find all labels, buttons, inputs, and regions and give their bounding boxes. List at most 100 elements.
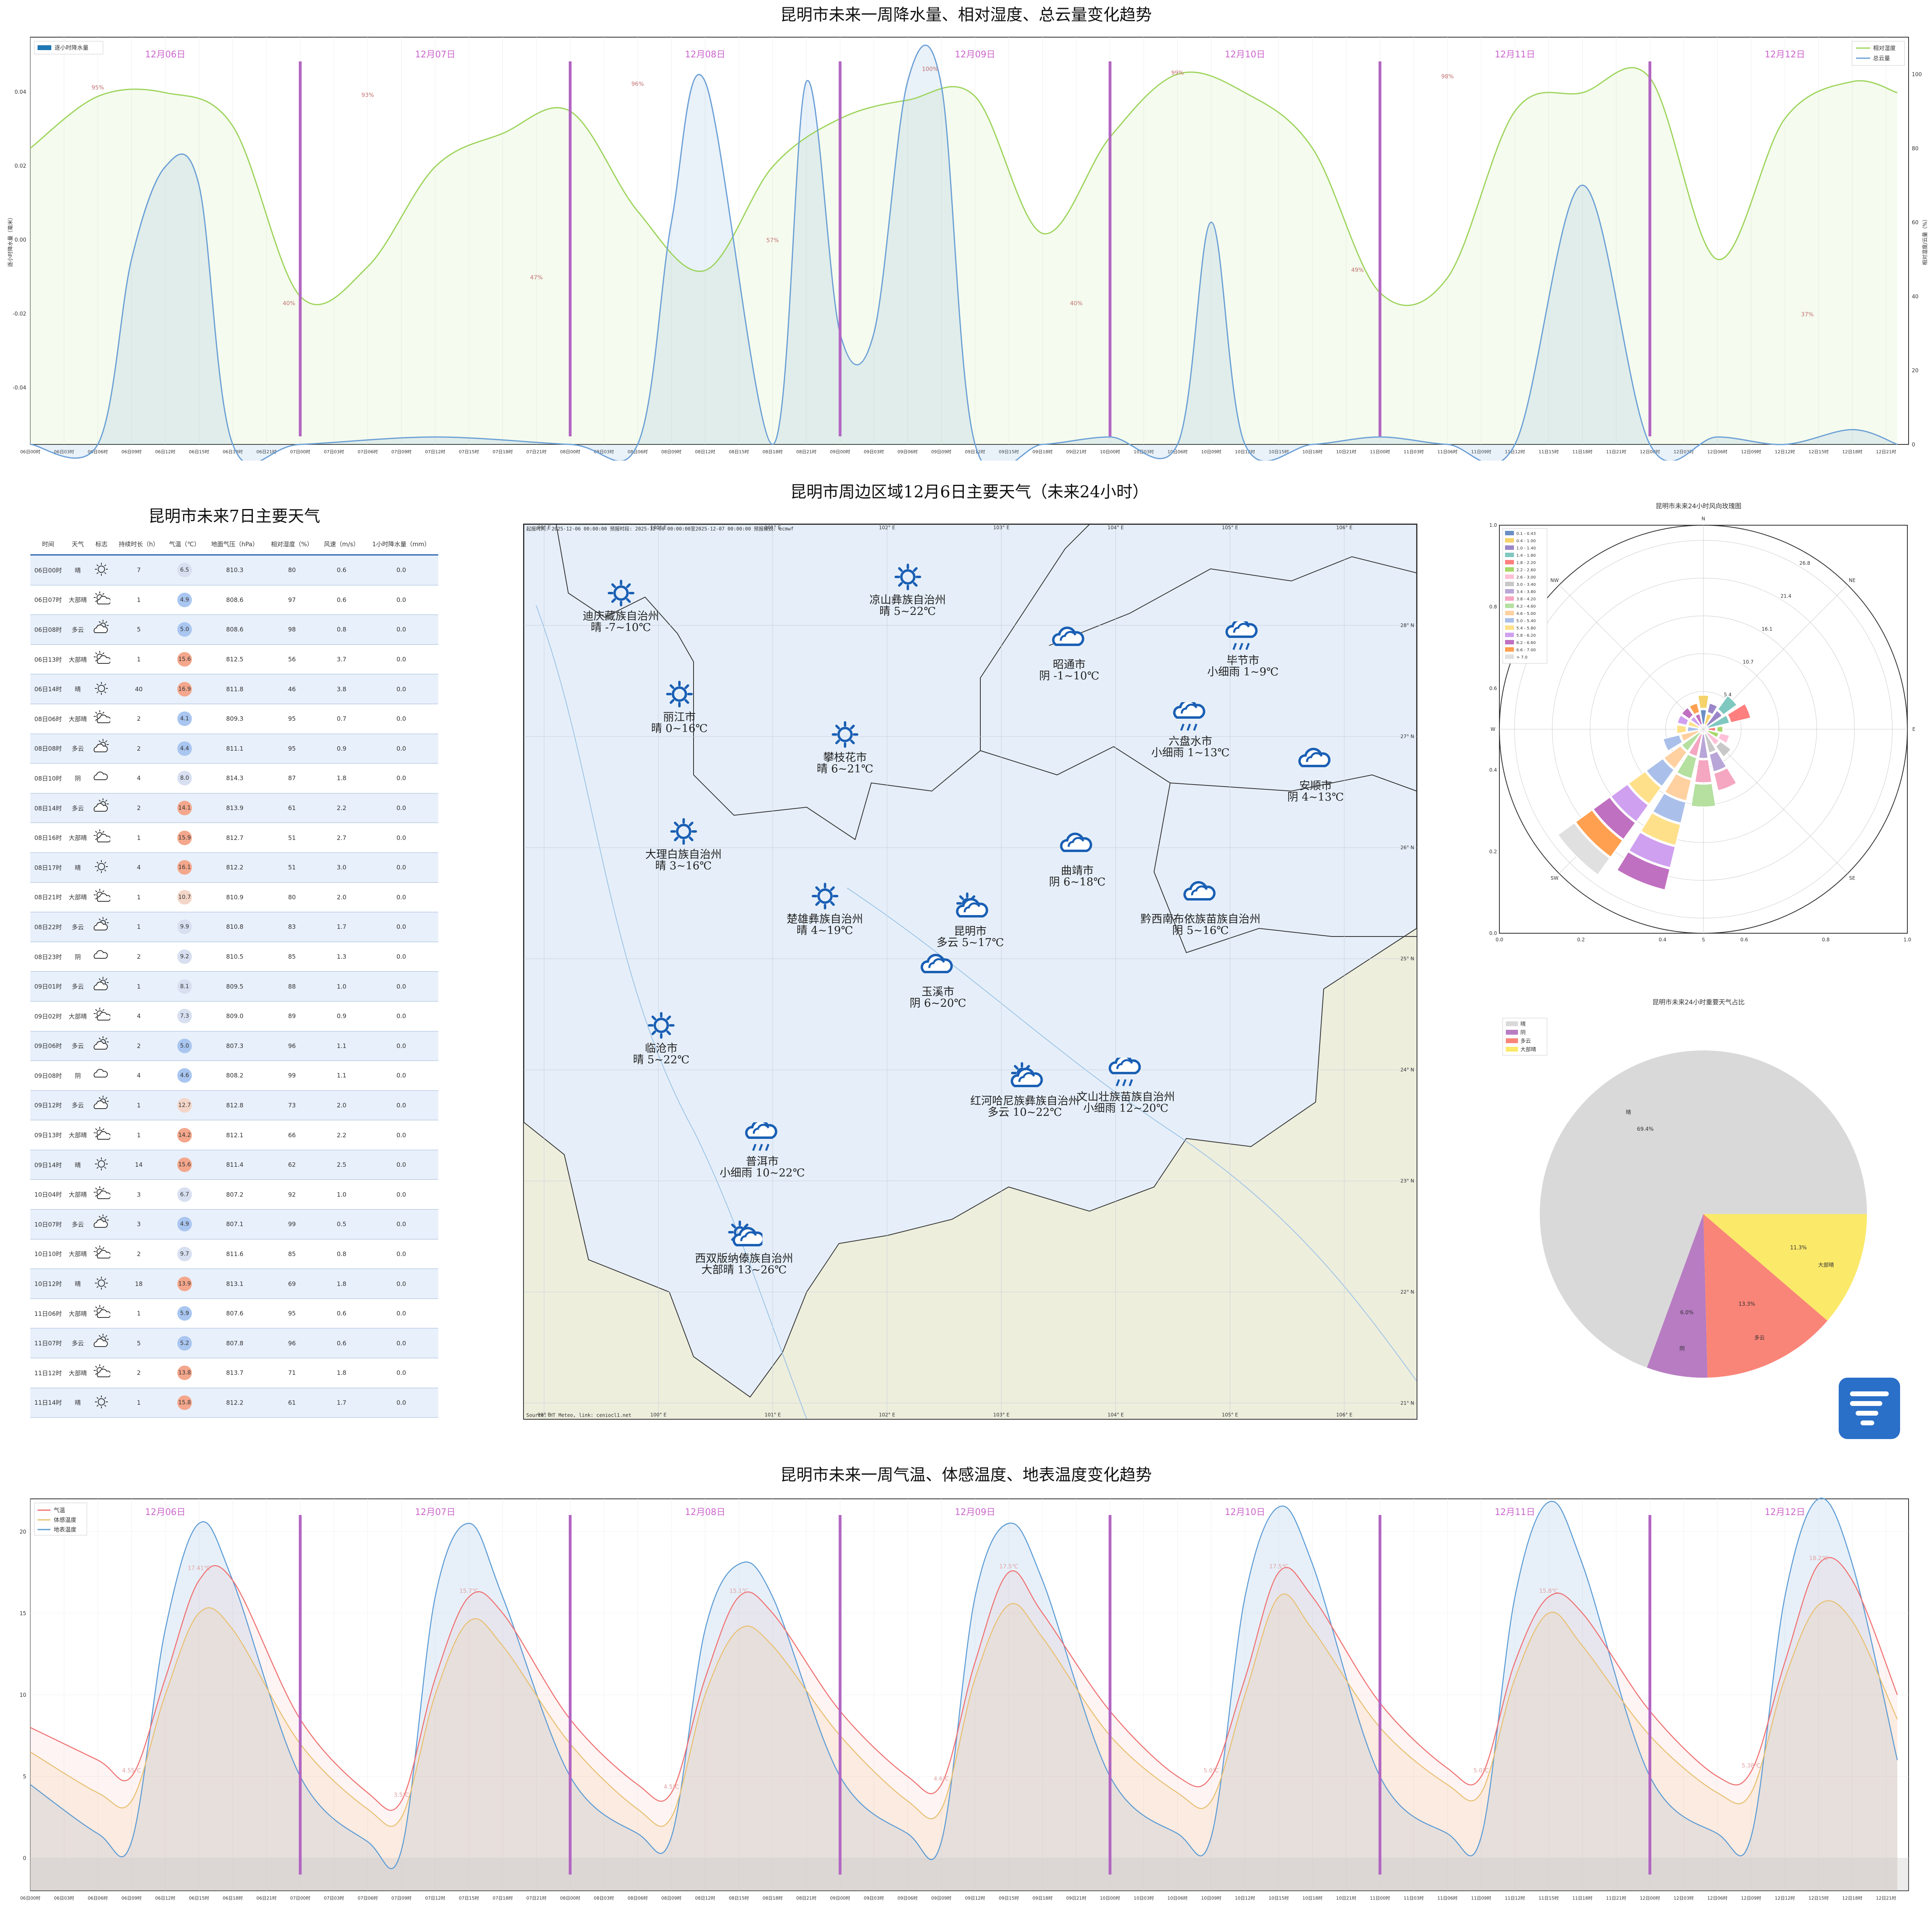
city-marker: 黔西南布依族苗族自治州阴 5~16℃ (1141, 880, 1261, 936)
sun-icon (666, 681, 693, 707)
rose-y-tick: 0.4 (1489, 767, 1497, 773)
city-marker: 昆明市 多云 5~17℃ (937, 892, 1004, 949)
table-cell: 11日06时 (30, 1298, 66, 1329)
x-tick-label: 11日18时 (1573, 449, 1593, 455)
rose-ring-label: 21.4 (1781, 593, 1791, 599)
x-tick-label: 08日18时 (763, 449, 783, 455)
lon-tick-label: 105° E (1222, 525, 1238, 530)
x-tick-label: 10日09时 (1201, 449, 1221, 455)
table-title: 昆明市未来7日主要天气 (148, 507, 320, 526)
city-marker: 丽江市晴 0~16℃ (651, 678, 708, 734)
humidity-extreme-label: 98% (1441, 74, 1454, 80)
table-cell: 810.8 (204, 912, 265, 942)
table-cell: 2 (113, 793, 165, 823)
temperature-badge: 4.6 (177, 1068, 192, 1083)
lat-tick-label: 23° N (1400, 1178, 1414, 1184)
table-cell: 09日01时 (30, 971, 66, 1002)
sun-icon (95, 682, 108, 695)
rose-sector (1717, 695, 1738, 715)
day-label: 12月12日 (1765, 1507, 1805, 1517)
rose-legend-swatch (1505, 640, 1514, 644)
left-axis-tick: 0.02 (15, 163, 26, 169)
city-weather: 大部晴 13~26℃ (701, 1264, 787, 1276)
table-row: 11日07时 多云 5 5.2 807.8 96 0.6 0.0 (30, 1328, 438, 1359)
map-title: 昆明市周边区域12月6日主要天气（未来24小时） (790, 483, 1149, 501)
temp-extreme-label: 15.7℃ (459, 1588, 478, 1595)
weather-icon-cell (90, 1358, 113, 1388)
rose-direction-label: SE (1849, 875, 1855, 881)
humidity-extreme-label: 49% (1351, 267, 1364, 274)
table-cell: 97 (265, 585, 319, 615)
y-tick-label: 5 (23, 1774, 26, 1780)
rose-x-tick: 0.0 (1495, 937, 1503, 943)
table-cell: 807.2 (204, 1179, 265, 1210)
table-row: 08日22时 多云 1 9.9 810.8 83 1.7 0.0 (30, 912, 438, 942)
sun-icon (894, 564, 921, 590)
city-name: 凉山彝族自治州 (869, 594, 946, 606)
x-tick-label: 09日21时 (1066, 449, 1087, 455)
temperature-badge: 5.0 (177, 1038, 192, 1053)
y-tick-label: 0 (23, 1856, 26, 1862)
humidity-extreme-label: 95% (92, 84, 104, 91)
table-cell: 6.7 (164, 1179, 205, 1210)
temp-extreme-label: 5.38℃ (1742, 1763, 1761, 1769)
table-cell: 62 (265, 1150, 319, 1180)
table-cell: 5.0 (164, 1031, 205, 1061)
table-cell: 晴 (66, 1150, 90, 1180)
pie-slice-label: 多云 (1754, 1335, 1765, 1341)
rose-sector (1705, 731, 1720, 746)
temp-extreme-label: 15.1℃ (729, 1588, 748, 1595)
sun-icon (648, 1012, 675, 1039)
city-marker: 大理白族自治州晴 3~16℃ (645, 815, 722, 872)
x-tick-label: 08日21时 (796, 449, 816, 455)
cloud-sun-icon (93, 1095, 109, 1109)
map-canvas: 99° E 99° E 100° E 100° E 101° E 101° E 102° E… (524, 524, 1417, 1419)
rose-legend-label: > 7.0 (1516, 655, 1527, 660)
table-cell: 12.7 (164, 1090, 205, 1121)
table-cell: 多云 (66, 912, 90, 942)
table-row: 10日04时 大部晴 3 6.7 807.2 92 1.0 0.0 (30, 1179, 438, 1210)
rose-title: 昆明市未来24小时风向玫瑰图 (1656, 502, 1741, 510)
table-cell: 7.3 (164, 1001, 205, 1031)
right-axis-tick: 0 (1912, 442, 1915, 448)
table-cell: 0.0 (364, 823, 438, 853)
table-row: 08日21时 大部晴 1 10.7 810.9 80 2.0 0.0 (30, 882, 438, 913)
legend-rain-swatch (38, 45, 51, 50)
table-cell: 08日22时 (30, 912, 66, 942)
x-tick-label: 12日12时 (1775, 449, 1795, 455)
x-tick-label: 10日00时 (1100, 449, 1120, 455)
region-map: 99° E 99° E 100° E 100° E 101° E 101° E 102° E… (523, 524, 1417, 1420)
table-cell: 14 (113, 1150, 165, 1180)
table-cell: 15.6 (164, 1150, 205, 1180)
table-cell: 807.8 (204, 1328, 265, 1359)
lat-tick-label: 22° N (1400, 1289, 1414, 1295)
x-tick-label: 12日18时 (1842, 449, 1863, 455)
table-cell: 807.3 (204, 1031, 265, 1061)
table-cell: 14.2 (164, 1120, 205, 1150)
cloud-sun-icon (93, 976, 109, 990)
rose-legend-label: 4.2 - 4.60 (1516, 604, 1536, 609)
day-label: 12月11日 (1495, 1507, 1535, 1517)
cloud-icon (93, 950, 108, 959)
rose-sector (1715, 741, 1732, 758)
table-cell: 大部晴 (66, 704, 90, 734)
table-row: 06日14时晴 40 16.9 811.8 46 3.8 0.0 (30, 674, 438, 704)
x-tick-label: 08日09时 (661, 1896, 681, 1901)
cloud-sun-icon (1011, 1062, 1043, 1087)
cloud-icon (1298, 747, 1331, 767)
x-tick-label: 07日03时 (324, 1896, 344, 1901)
right-axis-tick: 60 (1912, 220, 1919, 226)
city-weather: 晴 -7~10℃ (591, 621, 651, 634)
weather-icon-cell (90, 1328, 113, 1359)
table-cell: 多云 (66, 793, 90, 823)
table-cell: 69 (265, 1269, 319, 1299)
table-row: 09日12时 多云 1 12.7 812.8 73 2.0 0.0 (30, 1090, 438, 1121)
temperature-badge: 15.6 (177, 1157, 192, 1172)
city-weather: 阴 6~20℃ (910, 997, 966, 1010)
right-axis-title: 相对湿度/云量（%） (1922, 217, 1928, 265)
table-cell: 808.6 (204, 585, 265, 615)
x-tick-label: 10日15时 (1269, 1896, 1289, 1901)
table-cell: 88 (265, 971, 319, 1002)
table-cell: 4.4 (164, 734, 205, 764)
y-tick-label: 10 (19, 1692, 26, 1698)
